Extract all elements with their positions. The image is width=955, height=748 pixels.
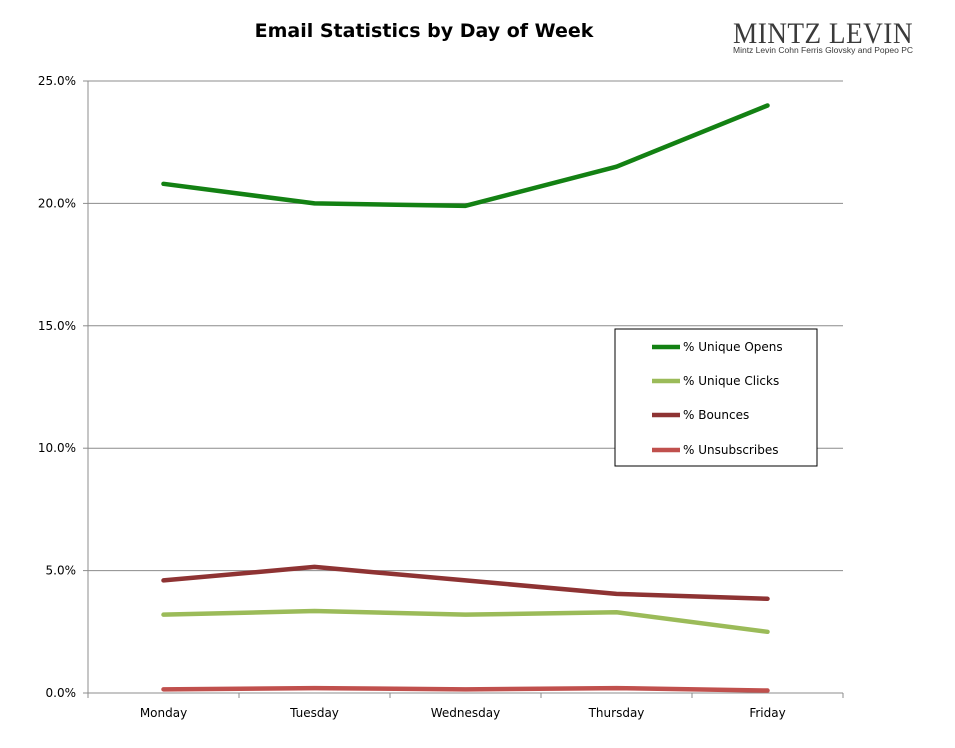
data-point [464, 613, 468, 617]
legend-label: % Unique Opens [683, 340, 783, 354]
legend: % Unique Opens % Unique Clicks % Bounces % … [614, 328, 818, 467]
data-point [162, 687, 166, 691]
data-point [464, 578, 468, 582]
x-tick-label: Thursday [588, 706, 645, 720]
data-point [464, 687, 468, 691]
x-tick-label: Wednesday [431, 706, 500, 720]
series-line-bounces [161, 564, 770, 602]
data-point [766, 689, 770, 693]
data-point [162, 578, 166, 582]
data-point [615, 610, 619, 614]
data-point [313, 201, 317, 205]
y-tick-label: 20.0% [38, 196, 76, 210]
axes [83, 80, 844, 698]
data-point [162, 182, 166, 186]
y-tick-label: 5.0% [46, 564, 77, 578]
brand-subtitle: Mintz Levin Cohn Ferris Glovsky and Pope… [733, 46, 913, 55]
data-point [766, 597, 770, 601]
data-point [766, 630, 770, 634]
data-point [766, 103, 770, 107]
y-tick-label: 15.0% [38, 319, 76, 333]
chart-title: Email Statistics by Day of Week [255, 20, 594, 42]
x-tick-labels: Monday Tuesday Wednesday Thursday Friday [140, 706, 786, 720]
x-tick-label: Tuesday [289, 706, 339, 720]
data-point [615, 592, 619, 596]
y-tick-label: 10.0% [38, 441, 76, 455]
data-point [313, 686, 317, 690]
series-line-unique-opens [161, 103, 770, 209]
y-tick-labels: 0.0% 5.0% 10.0% 15.0% 20.0% 25.0% [38, 74, 76, 700]
series-line-unsubscribes [161, 685, 770, 693]
data-point [162, 613, 166, 617]
series-lines [161, 103, 770, 693]
data-point [615, 686, 619, 690]
x-tick-label: Monday [140, 706, 187, 720]
brand-logo: MINTZ LEVIN Mintz Levin Cohn Ferris Glov… [733, 17, 913, 55]
y-tick-label: 0.0% [46, 686, 77, 700]
data-point [615, 165, 619, 169]
brand-name: MINTZ LEVIN [733, 17, 913, 50]
data-point [464, 204, 468, 208]
legend-label: % Bounces [683, 408, 749, 422]
data-point [313, 609, 317, 613]
x-tick-label: Friday [749, 706, 785, 720]
y-tick-label: 25.0% [38, 74, 76, 88]
data-point [313, 565, 317, 569]
legend-box [614, 328, 818, 467]
legend-label: % Unique Clicks [683, 374, 779, 388]
series-line-unique-clicks [161, 608, 770, 635]
legend-label: % Unsubscribes [683, 443, 778, 457]
